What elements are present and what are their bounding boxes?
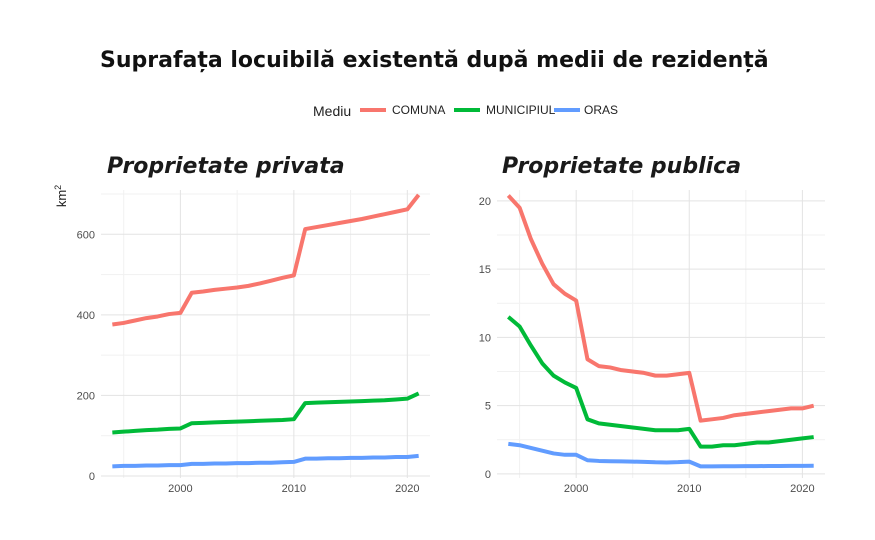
legend-title: Mediu [313, 103, 351, 119]
y-tick-label: 0 [89, 471, 95, 483]
series-line-oras [508, 441, 814, 469]
legend-label-municipiul: MUNICIPIUL [486, 103, 556, 117]
y-tick-label: 20 [479, 196, 491, 208]
y-tick-label: 5 [485, 401, 491, 413]
panel-publica: 2000 2010 2020 0 5 10 15 20 Proprietate publica [479, 154, 825, 495]
x-tick-label: 2020 [395, 483, 419, 495]
series-line-comuna [506, 194, 815, 423]
y-tick-label: 0 [485, 469, 491, 481]
series-line-municipiul [507, 315, 814, 449]
x-tick-label: 2000 [564, 483, 588, 495]
panel-privata: 2000 2010 2020 0 200 400 600 Proprietate privat… [53, 154, 430, 495]
y-tick-label: 10 [479, 332, 491, 344]
y-tick-label: 15 [479, 264, 491, 276]
legend-label-oras: ORAS [584, 103, 618, 117]
panel-title: Proprietate publica [502, 154, 741, 179]
y-tick-label: 400 [77, 310, 95, 322]
y-tick-label: 600 [77, 229, 95, 241]
y-tick-label: 200 [77, 390, 95, 402]
series-line-oras [112, 453, 419, 469]
x-tick-label: 2020 [790, 483, 814, 495]
x-tick-label: 2010 [282, 483, 306, 495]
legend: Mediu COMUNA MUNICIPIUL ORAS [313, 103, 618, 119]
series-line-comuna [112, 193, 421, 327]
y-axis-label-sup: 2 [53, 185, 63, 190]
x-tick-label: 2000 [168, 483, 192, 495]
chart-title: Suprafața locuibilă existentă după medii… [100, 48, 769, 73]
y-axis-label: km2 [53, 185, 69, 207]
series-line-municipiul [112, 391, 420, 435]
legend-label-comuna: COMUNA [392, 103, 445, 117]
y-axis-label-base: km [54, 190, 69, 207]
panel-title: Proprietate privata [107, 154, 345, 179]
x-tick-label: 2010 [677, 483, 701, 495]
